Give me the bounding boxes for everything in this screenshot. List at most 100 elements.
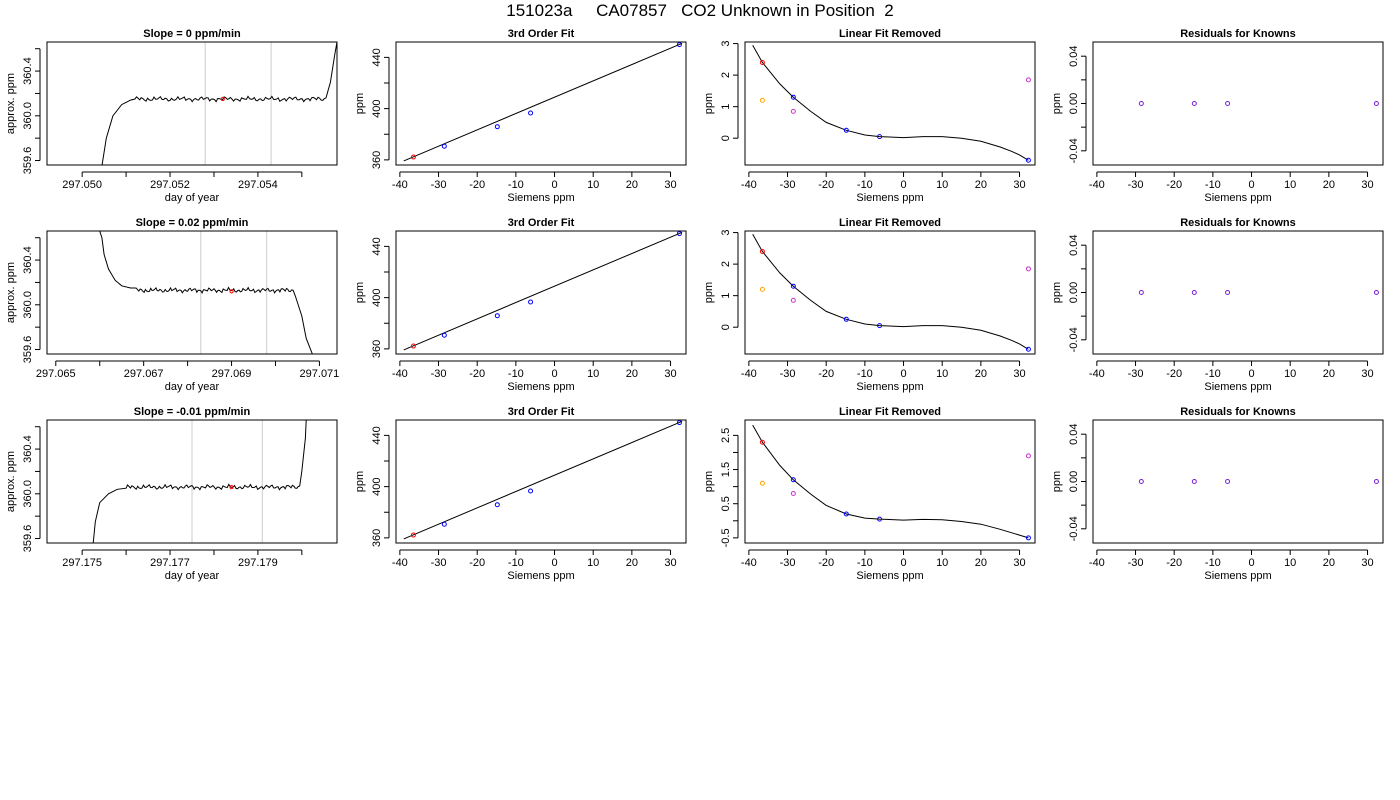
x-tick-label: -20 (469, 557, 485, 569)
x-tick-label: -30 (780, 557, 796, 569)
y-tick-label: 0.00 (1068, 93, 1080, 114)
data-point (790, 297, 796, 303)
data-point (790, 283, 796, 289)
x-axis-label: Siemens ppm (1204, 570, 1271, 582)
plot-area (92, 420, 307, 543)
x-tick-label: -30 (431, 179, 447, 191)
y-tick-label: 360.0 (22, 102, 34, 130)
y-axis-label: ppm (703, 93, 715, 114)
y-tick-label: 0.00 (1068, 471, 1080, 492)
series-trace (92, 420, 307, 543)
x-tick-label: -20 (818, 368, 834, 380)
x-tick-label: 297.175 (62, 557, 102, 569)
y-axis-label: approx. ppm (5, 73, 17, 134)
plot-frame (395, 230, 687, 355)
plot-area (1138, 290, 1379, 295)
y-tick-label: 1.5 (720, 462, 732, 477)
panel-1-3: Linear Fit Removed-40 -30 -20 -10 0 10 20 30Sie… (703, 28, 1036, 204)
x-tick-label: -10 (1205, 368, 1221, 380)
y-tick-label: 359.6 (22, 525, 34, 553)
data-point (1138, 290, 1144, 295)
data-point (790, 490, 796, 496)
panel-3-4: Residuals for Knowns -40 -30 -20 -10 0 10 20 30 S… (1051, 406, 1384, 582)
y-tick-label: 360 (371, 151, 383, 169)
x-tick-label: 297.065 (36, 368, 76, 380)
data-point (759, 439, 765, 445)
x-tick-label: 0 (1248, 368, 1254, 380)
x-tick-label: 0 (551, 368, 557, 380)
y-tick-label: 360 (371, 340, 383, 358)
y-tick-label: 0.04 (1068, 234, 1080, 255)
x-axis-label: Siemens ppm (856, 570, 923, 582)
y-tick-label: 0.00 (1068, 282, 1080, 303)
chart-title: Linear Fit Removed (839, 28, 941, 40)
x-tick-label: -30 (1128, 557, 1144, 569)
x-tick-label: 20 (975, 179, 987, 191)
panel-1-1: Slope = 0 ppm/min 297.050 297.052 297.054 da… (5, 28, 338, 204)
data-point (494, 124, 500, 130)
x-tick-label: 297.050 (62, 179, 102, 191)
data-point (1373, 479, 1379, 484)
x-tick-label: 0 (900, 368, 906, 380)
data-point (1373, 101, 1379, 106)
x-axis-label: day of year (165, 381, 220, 393)
x-axis-label: day of year (165, 570, 220, 582)
x-tick-label: -20 (1166, 557, 1182, 569)
y-axis-label: ppm (703, 471, 715, 492)
chart-title: Slope = 0 ppm/min (143, 28, 241, 40)
data-point (759, 97, 765, 103)
data-point (1225, 101, 1231, 106)
x-axis-label: Siemens ppm (507, 570, 574, 582)
x-tick-label: -40 (392, 179, 408, 191)
data-point (1225, 479, 1231, 484)
data-point (528, 110, 534, 116)
y-tick-label: -0.04 (1068, 516, 1080, 541)
plot-frame (1092, 419, 1384, 544)
data-point (410, 343, 416, 349)
fit-line (403, 42, 683, 162)
x-tick-label: 30 (1361, 557, 1373, 569)
y-tick-label: 2.5 (720, 428, 732, 443)
data-point (1225, 290, 1231, 295)
x-tick-label: -10 (508, 368, 524, 380)
y-tick-label: 360.4 (22, 57, 34, 85)
x-tick-label: 20 (626, 557, 638, 569)
y-axis-label: ppm (354, 471, 366, 492)
y-tick-label: 360.4 (22, 246, 34, 274)
data-point (759, 480, 765, 486)
data-point (843, 127, 849, 133)
data-point (676, 420, 682, 426)
plot-area (752, 233, 1031, 352)
panel-2-3: Linear Fit Removed-40 -30 -20 -10 0 10 20 30Sie… (703, 217, 1036, 393)
panel-2-2: 3rd Order Fit -40 -30 -20 -10 0 10 20 30 Siemens … (354, 217, 687, 393)
y-tick-label: 360.4 (22, 435, 34, 463)
x-tick-label: -40 (1089, 557, 1105, 569)
y-axis-label: approx. ppm (5, 262, 17, 323)
data-point (759, 60, 765, 65)
x-tick-label: 20 (1323, 557, 1335, 569)
x-tick-label: -30 (780, 368, 796, 380)
panel-3-1: Slope = -0.01 ppm/min 297.175 297.177 297.1… (5, 406, 338, 582)
data-point (1025, 535, 1031, 541)
y-tick-label: 2 (720, 261, 732, 267)
x-tick-label: -40 (392, 557, 408, 569)
data-point (676, 231, 682, 237)
plot-area (1138, 479, 1379, 484)
fit-curve (752, 44, 1029, 161)
plot-area (403, 420, 683, 540)
x-axis-label: Siemens ppm (856, 192, 923, 204)
x-tick-label: 0 (551, 557, 557, 569)
x-tick-label: 30 (1361, 368, 1373, 380)
x-tick-label: 297.067 (124, 368, 164, 380)
x-tick-label: -20 (818, 179, 834, 191)
chart-title: Slope = -0.01 ppm/min (134, 406, 251, 418)
data-point (1025, 77, 1031, 83)
x-tick-label: 10 (1284, 179, 1296, 191)
plot-frame (744, 41, 1036, 166)
data-point (1191, 101, 1197, 106)
y-tick-label: 0.04 (1068, 423, 1080, 444)
fit-curve (752, 233, 1029, 350)
data-point (441, 521, 447, 527)
x-tick-label: 10 (1284, 557, 1296, 569)
